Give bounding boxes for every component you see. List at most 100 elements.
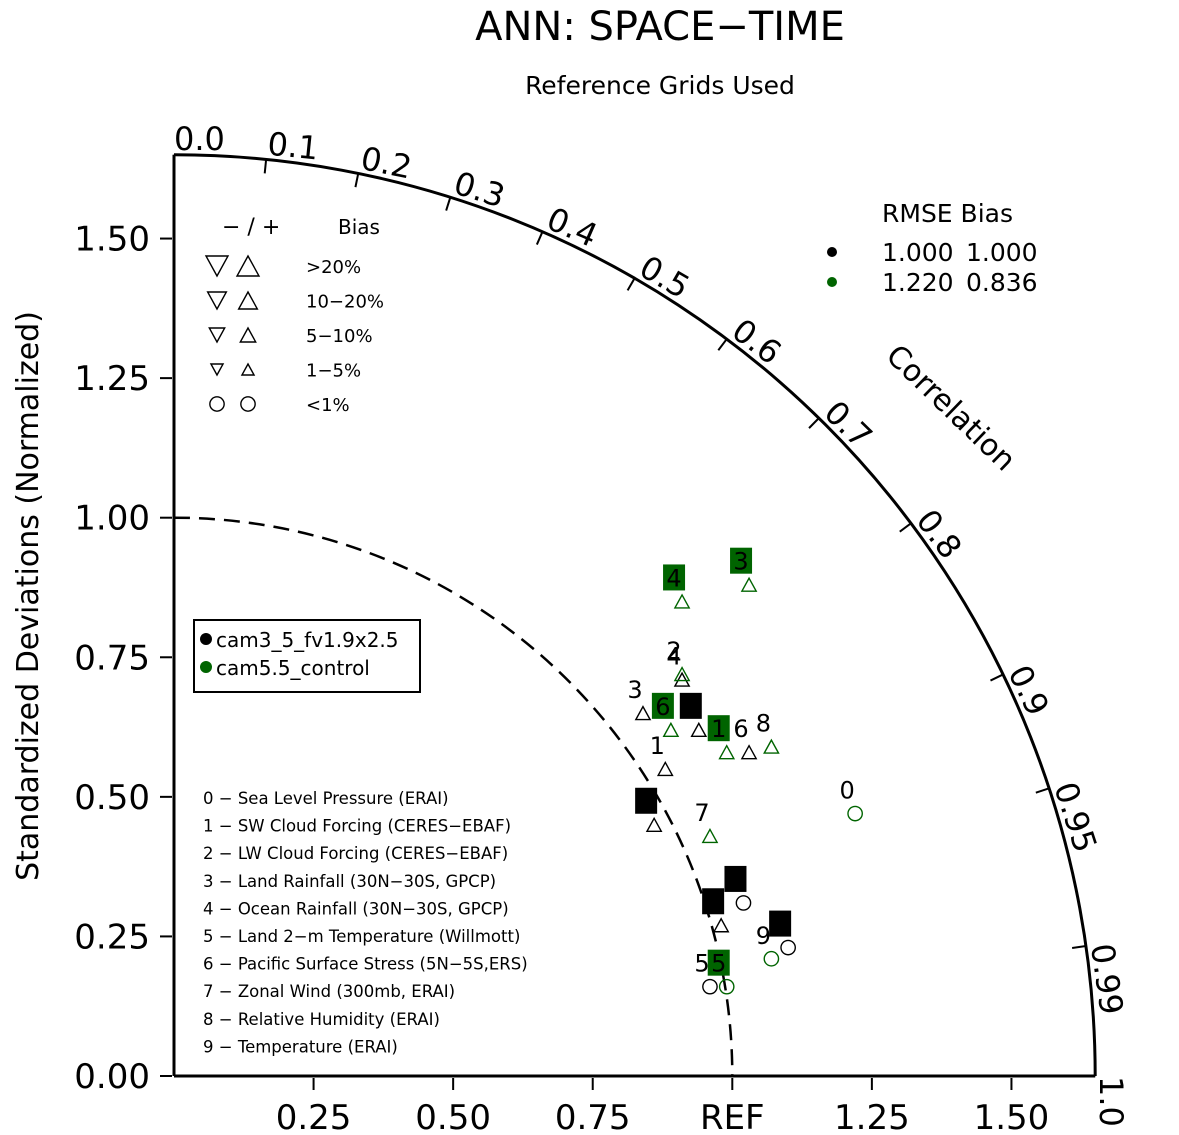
variable-entry: 8 − Relative Humidity (ERAI) [203,1010,440,1029]
outer-arc [173,153,1097,1077]
rmse-table-dot [827,247,837,257]
y-tick-label: 1.00 [74,499,150,539]
data-point: 1 [707,715,736,760]
reference-arc [173,516,734,1077]
bias-legend-bias-header: Bias [338,215,380,239]
correlation-tick-label: 0.2 [358,139,415,186]
variable-entry: 9 − Temperature (ERAI) [203,1037,398,1056]
x-tick-labels: 0.25 0.50 0.75 REF 1.25 1.50 [276,1098,1050,1135]
data-point-label: 3 [627,676,642,704]
axes [160,153,1097,1090]
correlation-tick-label: 0.99 [1083,941,1131,1017]
bias-legend-sign-header: − / + [222,215,280,240]
y-tick-label: 1.50 [74,220,150,260]
bias-value: 1.000 [966,238,1038,267]
x-tick-label: 0.50 [415,1098,491,1135]
variable-list: 0 − Sea Level Pressure (ERAI) 1 − SW Clou… [203,789,528,1056]
case-legend-dot [200,661,212,673]
corr-tick-mark [990,673,1004,682]
case-legend-label: cam3_5_fv1.9x2.5 [216,628,399,652]
bias-legend-label: >20% [306,257,361,278]
correlation-tick-label: 0.5 [633,248,696,306]
data-point-label-box [730,547,753,574]
rmse-value: 1.000 [882,238,954,267]
data-point-marker [702,978,718,995]
bias-legend-down-triangle [208,327,226,344]
data-point-label: 4 [666,643,681,671]
data-point-marker [656,760,674,777]
bias-legend: − / + Bias >20% 10−20% 5−10% 1−5% <1% [204,215,384,416]
data-point: 4 [666,643,691,687]
data-point-label-box [635,787,658,814]
variable-entry: 0 − Sea Level Pressure (ERAI) [203,789,449,808]
data-point-label: 8 [638,788,653,816]
data-point-label: 8 [756,710,771,738]
bias-legend-up-triangle [235,254,261,277]
case-legend-label: cam5.5_control [216,656,370,680]
data-point-label: 9 [756,922,771,950]
case-legend-dot [200,633,212,645]
variable-entry: 6 − Pacific Surface Stress (5N−5S,ERS) [203,955,528,974]
data-point: 3 [627,676,652,721]
data-point: 9 [756,922,780,967]
data-point: 3 [730,547,758,592]
variable-entry: 4 − Ocean Rainfall (30N−30S, GPCP) [203,899,509,918]
data-point-marker [673,666,691,682]
data-point-label: 6 [655,693,670,721]
data-point-marker [735,895,752,911]
bias-legend-down-triangle [206,291,228,311]
data-point: 2 [666,637,691,682]
data-point: 2 [679,692,708,738]
data-point: 0 [839,777,863,822]
corr-tick-mark [808,417,820,429]
bias-legend-up-triangle [237,290,259,310]
correlation-tick-label: 0.3 [449,164,509,216]
data-point-label-box [769,910,792,937]
data-point: 7 [702,888,730,933]
corr-tick-mark [1071,945,1087,950]
data-point-marker [645,816,663,832]
correlation-tick-label: 0.4 [541,200,603,255]
data-point-label: 5 [711,950,726,978]
bias-legend-circle [209,396,225,412]
variable-entry: 7 − Zonal Wind (300mb, ERAI) [203,982,455,1001]
data-point-marker [718,744,736,760]
variable-entry: 2 − LW Cloud Forcing (CERES−EBAF) [203,844,508,863]
chart-subtitle: Reference Grids Used [525,71,795,100]
data-point-label: 3 [733,548,748,576]
data-point-label-box [679,692,702,719]
correlation-tick-label: 0.6 [725,311,789,372]
x-tick-label: 1.50 [974,1098,1050,1135]
bias-legend-up-triangle [239,326,257,343]
y-tick-label: 0.25 [74,917,150,957]
data-point: 9 [769,910,796,956]
correlation-tick-label: 0.8 [909,502,970,566]
bias-legend-label: 5−10% [306,326,373,347]
variable-entry: 3 − Land Rainfall (30N−30S, GPCP) [203,872,496,891]
data-point-label-box [651,692,674,719]
bias-legend-label: 10−20% [306,292,384,313]
bias-legend-down-triangle [209,363,225,377]
data-point-marker [740,576,758,592]
data-point-label: 1 [650,732,665,760]
data-point: 1 [650,732,674,777]
corr-tick-mark [626,277,636,291]
chart-title: ANN: SPACE−TIME [475,4,845,50]
rmse-bias-header: RMSE Bias [882,199,1013,228]
data-point: 5 [707,949,735,995]
data-point-marker [701,827,719,844]
data-point-marker [673,671,691,687]
data-point-marker [690,721,708,738]
bias-legend-label: <1% [306,395,350,416]
data-point-label: 7 [705,888,720,916]
x-tick-label: REF [700,1098,765,1135]
x-tick-label: 1.25 [834,1098,910,1135]
data-point: 5 [694,950,718,995]
data-point: 6 [651,692,680,738]
y-tick-label: 0.50 [74,778,150,818]
data-point-label: 1 [711,715,726,743]
case-legend: cam3_5_fv1.9x2.5 cam5.5_control [193,619,421,693]
bias-legend-down-triangle [204,255,230,278]
data-point: 6 [733,715,758,760]
